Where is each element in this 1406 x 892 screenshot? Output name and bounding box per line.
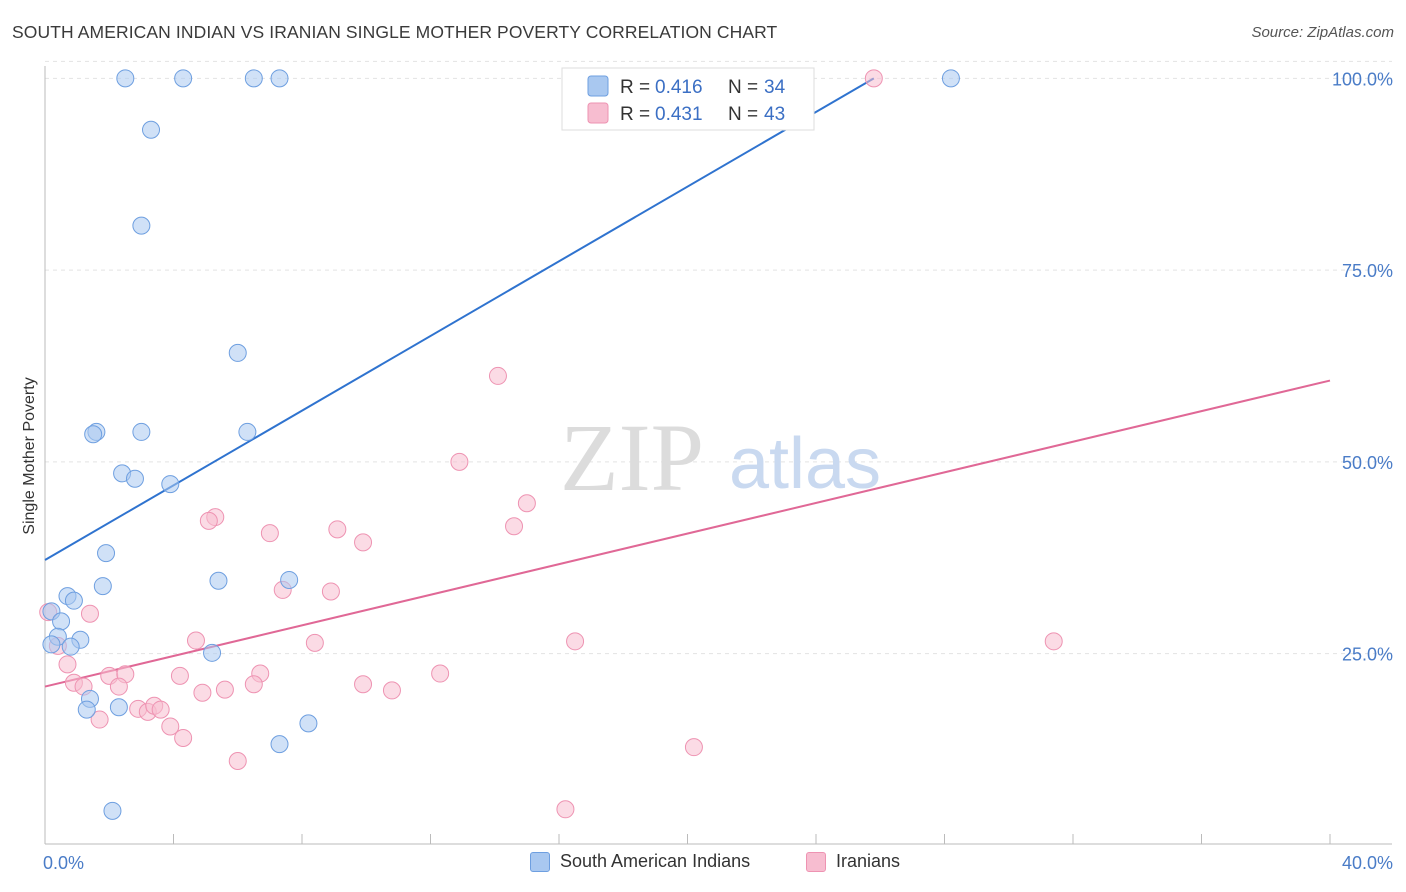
south-american-indians-points (42, 69, 960, 820)
x-tick-label-1: 40.0% (1342, 853, 1393, 873)
legend-n-value-1: 34 (764, 77, 786, 98)
axes (44, 66, 1392, 845)
south-american-indians-point-18 (280, 570, 299, 589)
watermark-zip: ZIP (560, 404, 704, 511)
iranians-point-31 (215, 680, 234, 699)
legend-label-south-american-indians: South American Indians (560, 851, 751, 871)
south-american-indians-point-2 (244, 69, 263, 88)
y-tick-label-1: 50.0% (1342, 453, 1393, 473)
iranians-point-41 (228, 751, 247, 770)
legend-n-label-2: N = (728, 104, 758, 125)
iranians-point-40 (684, 738, 703, 757)
south-american-indians-point-22 (52, 612, 71, 631)
trend-lines (44, 77, 1331, 688)
south-american-indians-point-15 (97, 544, 116, 563)
iranians-point-14 (186, 631, 205, 650)
iranians-point-36 (151, 700, 170, 719)
watermark: ZIP atlas (560, 404, 881, 511)
iranians-points (39, 69, 1063, 819)
legend-r-value-2: 0.431 (655, 104, 703, 125)
south-american-indians-point-26 (61, 637, 80, 656)
south-american-indians-point-7 (228, 343, 247, 362)
legend-item-south-american-indians: South American Indians (530, 851, 750, 872)
iranians-point-11 (321, 582, 340, 601)
iranians-point-37 (90, 710, 109, 729)
gridlines (45, 60, 1392, 655)
trend-line-iranians (44, 379, 1331, 688)
iranians-point-9 (354, 533, 373, 552)
iranians-point-24 (431, 664, 450, 683)
south-american-indians-point-29 (77, 700, 96, 719)
iranians-point-28 (244, 675, 263, 694)
iranians-point-1 (488, 366, 507, 385)
x-tick-label-0: 0.0% (43, 853, 84, 873)
legend-label-iranians: Iranians (836, 851, 901, 871)
iranians-point-32 (382, 681, 401, 700)
south-american-indians-point-31 (299, 714, 318, 733)
south-american-indians-point-33 (103, 801, 122, 820)
iranians-point-4 (505, 517, 524, 536)
south-american-indians-point-25 (42, 635, 61, 654)
iranians-point-19 (58, 655, 77, 674)
south-american-indians-point-27 (203, 643, 222, 662)
y-tick-label-2: 75.0% (1342, 261, 1393, 281)
south-american-indians-point-32 (270, 735, 289, 754)
iranians-point-6 (199, 511, 218, 530)
y-tick-label-0: 25.0% (1342, 645, 1393, 665)
south-american-indians-point-0 (116, 69, 135, 88)
south-american-indians-point-5 (142, 120, 161, 139)
iranians-point-30 (193, 683, 212, 702)
iranians-point-17 (1044, 632, 1063, 651)
iranians-point-0 (864, 69, 883, 88)
iranians-point-3 (517, 494, 536, 513)
legend-n-label-1: N = (728, 77, 758, 98)
south-american-indians-point-14 (161, 475, 180, 494)
legend-swatch-iranians (806, 851, 826, 872)
y-tick-label-3: 100.0% (1332, 69, 1393, 89)
iranians-point-22 (170, 666, 189, 685)
legend-swatch-pink (587, 102, 609, 124)
south-american-indians-point-30 (109, 698, 128, 717)
legend-r-label-2: R = (620, 104, 650, 125)
south-american-indians-point-6 (132, 216, 151, 235)
south-american-indians-point-10 (132, 422, 151, 441)
legend-r-value-1: 0.416 (655, 77, 703, 98)
series-legend: South American Indians Iranians (0, 851, 1406, 879)
legend-swatch-south-american-indians (530, 851, 550, 872)
y-tick-labels: 25.0% 50.0% 75.0% 100.0% (1332, 69, 1393, 664)
source-credit: Source: ZipAtlas.com (1251, 24, 1394, 41)
south-american-indians-point-20 (64, 591, 83, 610)
correlation-legend: R = 0.416 N = 34 R = 0.431 N = 43 (561, 67, 815, 131)
iranians-point-16 (566, 632, 585, 651)
x-tick-labels: 0.0% 40.0% (43, 853, 1393, 873)
legend-swatch-blue (587, 75, 609, 97)
south-american-indians-point-9 (84, 425, 103, 444)
iranians-point-42 (556, 800, 575, 819)
south-american-indians-point-11 (238, 422, 257, 441)
iranians-point-38 (161, 717, 180, 736)
south-american-indians-point-4 (941, 69, 960, 88)
iranians-point-13 (80, 604, 99, 623)
south-american-indians-point-3 (270, 69, 289, 88)
legend-r-label-1: R = (620, 77, 650, 98)
chart-title: SOUTH AMERICAN INDIAN VS IRANIAN SINGLE … (12, 22, 778, 42)
legend-n-value-2: 43 (764, 104, 785, 125)
south-american-indians-point-16 (93, 577, 112, 596)
trend-line-south-american-indians (44, 77, 875, 561)
iranians-point-2 (450, 452, 469, 471)
iranians-point-39 (174, 728, 193, 747)
south-american-indians-point-13 (125, 469, 144, 488)
iranians-point-15 (305, 633, 324, 652)
south-american-indians-point-1 (174, 69, 193, 88)
south-american-indians-point-17 (209, 571, 228, 590)
iranians-point-7 (260, 524, 279, 543)
legend-item-iranians: Iranians (806, 851, 900, 872)
iranians-point-29 (354, 675, 373, 694)
iranians-point-8 (328, 520, 347, 539)
watermark-atlas: atlas (729, 424, 881, 504)
iranians-point-27 (109, 677, 128, 696)
y-axis-label: Single Mother Poverty (21, 377, 38, 534)
